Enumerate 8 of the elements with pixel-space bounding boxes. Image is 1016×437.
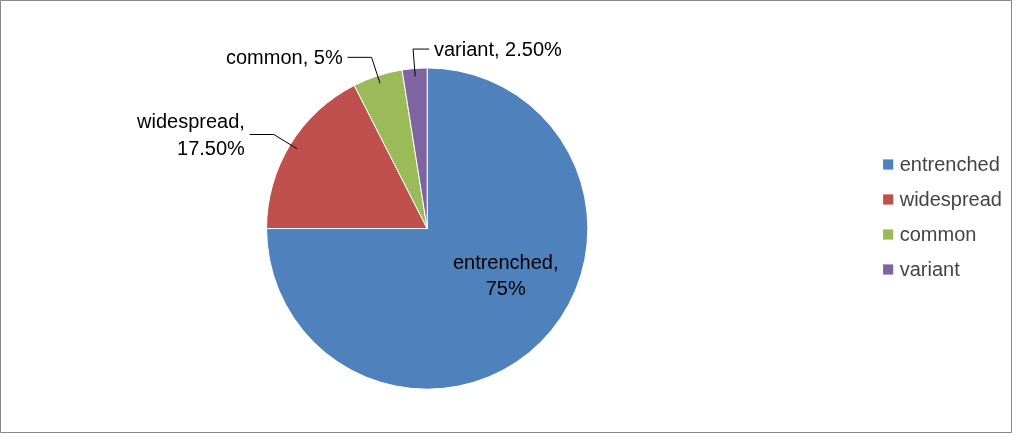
legend-label: variant [899,257,960,281]
data-label: common, 5% [225,46,343,69]
legend-label: entrenched [899,152,1000,176]
data-label: variant, 2.50% [433,38,563,61]
legend-label: common [899,222,977,246]
legend-label: widespread [899,187,1002,211]
data-label: widespread, 17.50% [136,110,246,159]
data-label: entrenched, 75% [452,250,559,300]
